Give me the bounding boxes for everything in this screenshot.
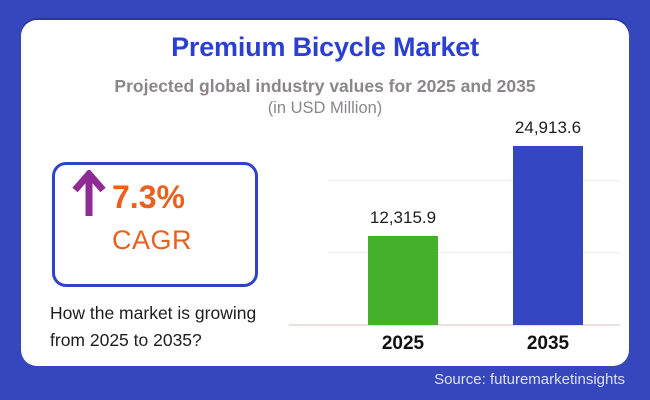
page-title: Premium Bicycle Market [171, 32, 479, 62]
cagr-label: CAGR [112, 225, 193, 255]
cagr-value: 7.3% [112, 179, 185, 215]
bar-group-2025: 12,315.9 2025 [368, 120, 438, 354]
bar-chart: 12,315.9 2025 24,913.6 2035 [289, 118, 620, 354]
chart-gridline [328, 180, 620, 181]
axis-label-2035: 2035 [526, 333, 570, 354]
cagr-box: 7.3% CAGR [52, 162, 258, 287]
bar-group-2035: 24,913.6 2035 [513, 118, 583, 354]
chart-gridline [328, 252, 620, 253]
content-card: Premium Bicycle Market Projected global … [21, 20, 629, 366]
up-arrow-icon [72, 170, 106, 216]
question-line-1: How the market is growing [50, 303, 257, 323]
source-credit: Source: futuremarketinsights [434, 371, 625, 388]
chart-baseline [289, 324, 620, 326]
up-arrow-stroke [72, 170, 106, 216]
question-line-2: from 2025 to 2035? [50, 330, 202, 350]
bar-value-label-2035: 24,913.6 [514, 117, 582, 137]
unit-note: (in USD Million) [267, 99, 383, 117]
question-text: How the market is growing from 2025 to 2… [50, 300, 256, 354]
bar-value-label-2025: 12,315.9 [369, 208, 437, 228]
axis-label-2025: 2025 [381, 333, 425, 354]
bar-2025 [368, 236, 438, 325]
bar-2035 [513, 145, 583, 325]
subtitle: Projected global industry values for 202… [114, 76, 536, 96]
